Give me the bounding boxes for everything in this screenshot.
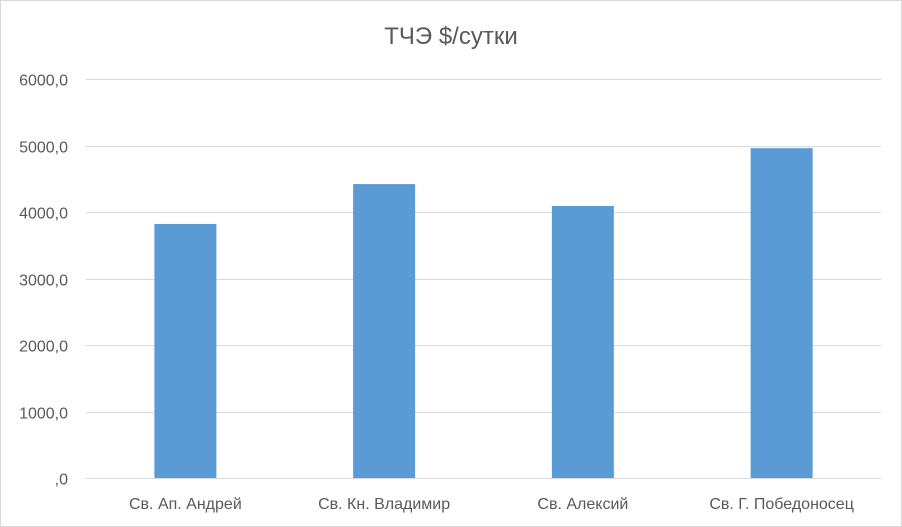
bars [154, 148, 813, 478]
x-tick-label: Св. Г. Победоносец [709, 496, 854, 513]
bar [353, 184, 416, 478]
y-tick-label: 4000,0 [19, 206, 68, 223]
y-tick-label: 6000,0 [19, 73, 68, 90]
bar [551, 206, 614, 478]
x-tick-label: Св. Алексий [537, 496, 628, 513]
y-tick-label: 3000,0 [19, 273, 68, 290]
chart-title: ТЧЭ $/сутки [384, 23, 518, 50]
y-tick-label: 1000,0 [19, 406, 68, 423]
y-tick-labels: ,0 1000,0 2000,0 3000,0 4000,0 5000,0 6000,0 [19, 73, 68, 489]
bar [154, 223, 217, 478]
y-tick-label: 2000,0 [19, 339, 68, 356]
gridlines [86, 79, 881, 479]
x-tick-labels: Св. Ап. Андрей Св. Кн. Владимир Св. Алекси… [129, 496, 854, 513]
y-tick-label: ,0 [55, 472, 68, 489]
y-tick-label: 5000,0 [19, 140, 68, 157]
x-tick-label: Св. Ап. Андрей [129, 496, 242, 513]
bar [750, 148, 813, 478]
x-tick-label: Св. Кн. Владимир [318, 496, 450, 513]
